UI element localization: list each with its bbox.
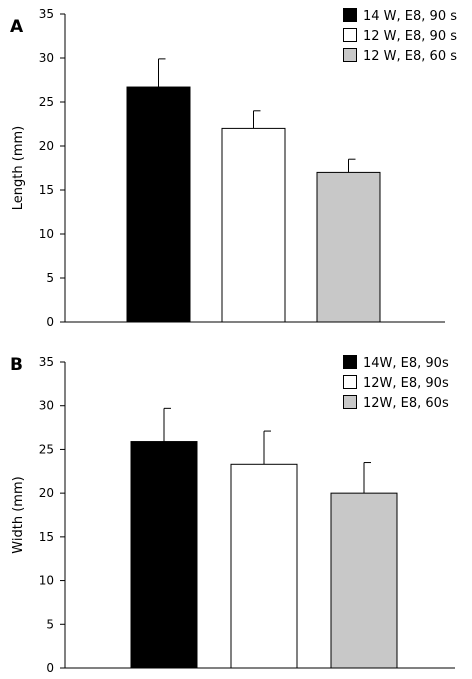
panel-b-legend-swatch-3 (343, 395, 357, 409)
panel-a-tick-label: 20 (39, 139, 54, 153)
panel-b-bar-2 (230, 463, 298, 669)
panel-b-bar-3 (330, 492, 398, 669)
panel-a-tick-label: 5 (46, 271, 54, 285)
panel-a-legend-label-3: 12 W, E8, 60 s (363, 49, 457, 64)
panel-a-bar-2 (221, 127, 286, 323)
panel-b-tick-label: 5 (46, 617, 54, 631)
panel-a-legend-swatch-3 (343, 48, 357, 62)
panel-a-tick-label: 15 (39, 183, 54, 197)
panel-a-legend-label-2: 12 W, E8, 90 s (363, 29, 457, 44)
panel-b-tick-label: 20 (39, 486, 54, 500)
panel-a-tick-label: 30 (39, 51, 54, 65)
panel-b-y-axis-title: Width (mm) (11, 476, 26, 553)
panel-a-legend-swatch-2 (343, 28, 357, 42)
panel-a-tick-label: 0 (46, 315, 54, 329)
panel-b-tick-label: 15 (39, 530, 54, 544)
panel-a-tick-label: 10 (39, 227, 54, 241)
panel-b-legend: 14W, E8, 90s 12W, E8, 90s 12W, E8, 60s (343, 355, 449, 411)
panel-b-chart: B 0 5 10 15 20 25 30 35 Width (mm) 14W, E8, 90s 12W… (10, 355, 455, 675)
panel-b-legend-swatch-1 (343, 355, 357, 369)
panel-a-bar-3 (316, 171, 381, 323)
panel-a-legend-swatch-1 (343, 8, 357, 22)
panel-b-legend-label-1: 14W, E8, 90s (363, 356, 449, 371)
panel-a-y-axis-title: Length (mm) (11, 126, 26, 210)
panel-b-legend-swatch-2 (343, 375, 357, 389)
panel-a-tick-label: 25 (39, 95, 54, 109)
panel-b-tick-label: 25 (39, 442, 54, 456)
panel-a-tick-label: 35 (39, 7, 54, 21)
panel-b-legend-label-2: 12W, E8, 90s (363, 376, 449, 391)
panel-a-legend: 14 W, E8, 90 s 12 W, E8, 90 s 12 W, E8, 60… (343, 8, 457, 64)
panel-a-legend-label-1: 14 W, E8, 90 s (363, 9, 457, 24)
panel-b-tick-label: 0 (46, 661, 54, 675)
panel-b-tick-label: 10 (39, 574, 54, 588)
panel-a-chart: A 0 5 10 15 20 25 30 35 Length (mm) 14 W, E8, 90 s… (10, 7, 457, 329)
panel-a-bar-1 (126, 86, 191, 323)
panel-b-legend-label-3: 12W, E8, 60s (363, 396, 449, 411)
panel-a-label: A (10, 17, 24, 37)
panel-b-tick-label: 30 (39, 399, 54, 413)
panel-b-label: B (10, 355, 23, 375)
panel-b-tick-label: 35 (39, 355, 54, 369)
panel-b-bar-1 (130, 441, 198, 669)
